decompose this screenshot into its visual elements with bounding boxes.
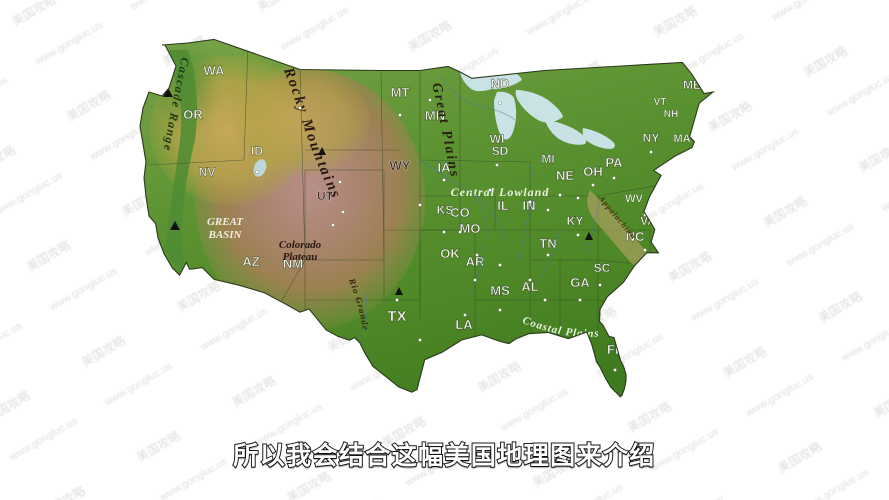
svg-text:VT: VT [654, 97, 667, 108]
svg-text:IL: IL [497, 198, 509, 213]
svg-text:NE: NE [556, 168, 574, 183]
svg-text:NV: NV [199, 165, 216, 179]
svg-text:LA: LA [455, 317, 473, 332]
svg-text:GA: GA [570, 275, 590, 290]
svg-text:Colorado: Colorado [279, 239, 322, 251]
svg-text:Plateau: Plateau [283, 251, 318, 263]
svg-text:WV: WV [625, 193, 643, 205]
svg-text:NY: NY [643, 131, 660, 145]
svg-text:WY: WY [390, 158, 411, 173]
svg-text:MO: MO [460, 221, 481, 236]
svg-text:SC: SC [594, 261, 611, 275]
svg-text:GREAT: GREAT [207, 216, 244, 228]
svg-text:ID: ID [251, 144, 263, 158]
svg-text:WA: WA [204, 63, 226, 78]
svg-text:SD: SD [492, 144, 509, 158]
svg-text:OR: OR [183, 107, 203, 122]
svg-text:AZ: AZ [242, 254, 259, 269]
svg-text:MT: MT [391, 85, 410, 100]
svg-text:IN: IN [523, 198, 536, 213]
svg-text:PA: PA [605, 155, 623, 170]
svg-text:KY: KY [567, 214, 584, 228]
svg-text:Central Lowland: Central Lowland [451, 185, 550, 199]
svg-text:MI: MI [541, 152, 554, 166]
svg-text:NH: NH [664, 109, 678, 120]
svg-text:OH: OH [583, 164, 603, 179]
svg-text:TX: TX [387, 308, 406, 325]
svg-text:MA: MA [673, 133, 690, 145]
svg-text:KS: KS [437, 203, 454, 217]
svg-text:ND: ND [491, 76, 510, 91]
svg-text:MS: MS [490, 283, 510, 298]
svg-text:OK: OK [440, 246, 460, 261]
svg-text:BASIN: BASIN [207, 229, 242, 241]
svg-text:WI: WI [490, 132, 505, 146]
